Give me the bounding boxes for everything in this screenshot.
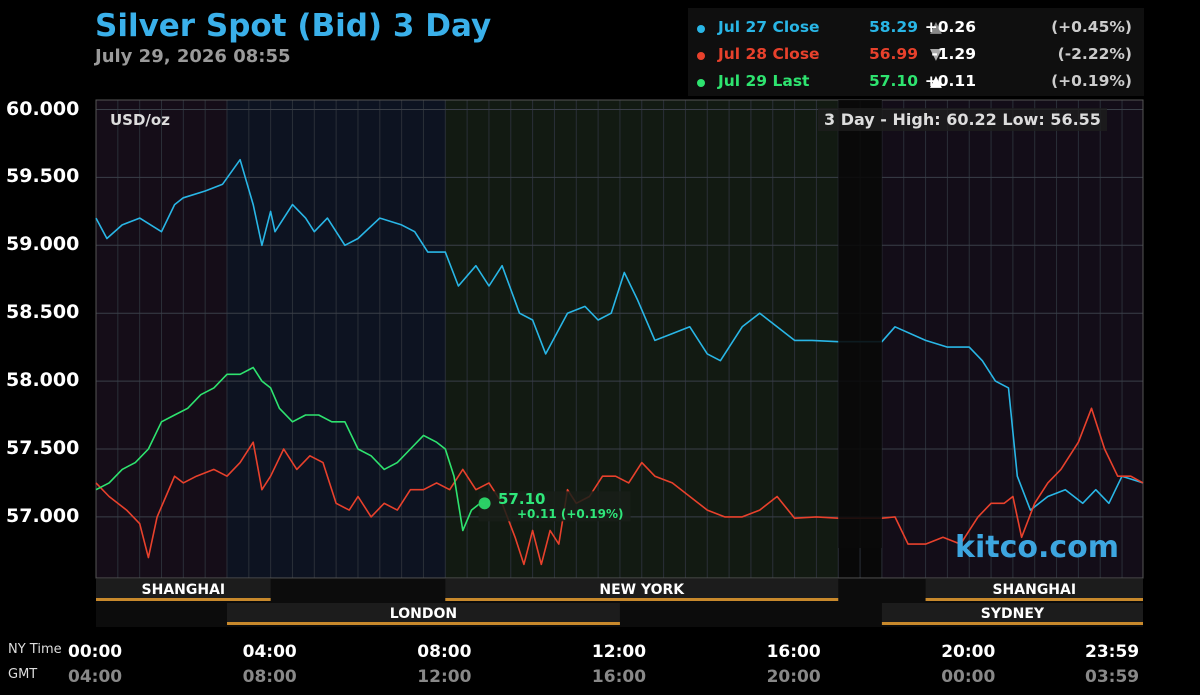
session-box-2 — [925, 579, 1143, 601]
session-bar-0 — [96, 598, 271, 601]
x-tick-ny: 20:00 — [941, 642, 996, 662]
x-tick-ny: 08:00 — [417, 642, 472, 662]
legend-arrow-icon: ▲ — [930, 18, 942, 36]
y-tick-label: 59.500 — [6, 165, 80, 188]
watermark-logo: kitco.com — [955, 530, 1120, 565]
x-tick-gmt: 12:00 — [417, 667, 472, 687]
legend-percent: (+0.19%) — [1051, 72, 1132, 90]
session-box-4 — [881, 603, 1143, 625]
session-box-0 — [96, 579, 271, 601]
x-tick-ny: 00:00 — [68, 642, 123, 662]
legend-value: 57.10 — [868, 72, 918, 90]
session-label: LONDON — [389, 606, 458, 622]
y-tick-label: 59.000 — [6, 233, 80, 256]
series-line-0 — [95, 158, 1144, 511]
y-tick-label: 60.000 — [6, 97, 80, 120]
session-bar-2 — [925, 598, 1143, 601]
x-tick-ny: 23:59 — [1085, 642, 1140, 662]
y-tick-label: 57.500 — [6, 436, 80, 459]
current-price-label: 57.10 — [498, 490, 546, 508]
y-tick-label: 58.500 — [6, 301, 80, 324]
legend-arrow-icon: ▲ — [930, 72, 942, 90]
legend-dot-icon — [697, 79, 705, 87]
x-tick-gmt: 20:00 — [766, 667, 821, 687]
unit-label: USD/oz — [110, 111, 170, 129]
session-label: SYDNEY — [980, 606, 1045, 622]
session-bar-3 — [226, 622, 620, 625]
legend-change: +0.11 — [924, 72, 976, 90]
session-label: NEW YORK — [599, 582, 685, 598]
legend-change: -1.29 — [931, 45, 976, 63]
legend-arrow-icon: ▼ — [930, 45, 942, 63]
chart-title: Silver Spot (Bid) 3 Day — [95, 8, 492, 44]
session-bar-4 — [881, 622, 1143, 625]
gmt-label: GMT — [8, 667, 38, 682]
legend-value: 58.29 — [868, 18, 918, 36]
x-tick-ny: 04:00 — [242, 642, 297, 662]
y-tick-label: 57.000 — [6, 504, 80, 527]
high-low-label: 3 Day - High: 60.22 Low: 56.55 — [818, 108, 1107, 131]
session-bar-1 — [445, 598, 839, 601]
legend-row: Jul 28 Close 56.99 ▼ -1.29 (-2.22%) — [688, 45, 1144, 71]
current-price-change: +0.11 (+0.19%) — [517, 507, 624, 521]
legend-row: Jul 27 Close 58.29 ▲ +0.26 (+0.45%) — [688, 18, 1144, 44]
session-label: SHANGHAI — [992, 582, 1077, 598]
plot-frame — [95, 99, 1144, 579]
legend-dot-icon — [697, 25, 705, 33]
market-closed-band — [838, 100, 882, 548]
legend-name: Jul 28 Close — [718, 45, 820, 63]
legend-change: +0.26 — [924, 18, 976, 36]
x-tick-gmt: 03:59 — [1085, 667, 1140, 687]
legend-value: 56.99 — [868, 45, 918, 63]
chart-timestamp: July 29, 2026 08:55 — [95, 46, 291, 67]
x-tick-ny: 12:00 — [591, 642, 647, 662]
x-tick-gmt: 08:00 — [242, 667, 297, 687]
x-tick-ny: 16:00 — [766, 642, 821, 662]
session-box-3 — [226, 603, 620, 625]
ny-time-label: NY Time — [8, 642, 62, 657]
legend-dot-icon — [697, 52, 705, 60]
x-tick-gmt: 16:00 — [591, 667, 647, 687]
session-label: SHANGHAI — [141, 582, 226, 598]
current-point-marker — [478, 497, 491, 510]
legend-name: Jul 27 Close — [718, 18, 820, 36]
legend-name: Jul 29 Last — [718, 72, 810, 90]
x-tick-gmt: 00:00 — [941, 667, 996, 687]
legend: Jul 27 Close 58.29 ▲ +0.26 (+0.45%) Jul 28 Cl… — [688, 8, 1144, 96]
series-line-1 — [95, 407, 1144, 566]
legend-percent: (-2.22%) — [1057, 45, 1132, 63]
series-line-2 — [95, 366, 485, 532]
current-price-box — [478, 491, 631, 522]
y-tick-label: 58.000 — [6, 369, 80, 392]
legend-percent: (+0.45%) — [1051, 18, 1132, 36]
session-box-1 — [445, 579, 839, 601]
legend-row: Jul 29 Last 57.10 ▲ +0.11 (+0.19%) — [688, 72, 1144, 98]
x-tick-gmt: 04:00 — [68, 667, 123, 687]
